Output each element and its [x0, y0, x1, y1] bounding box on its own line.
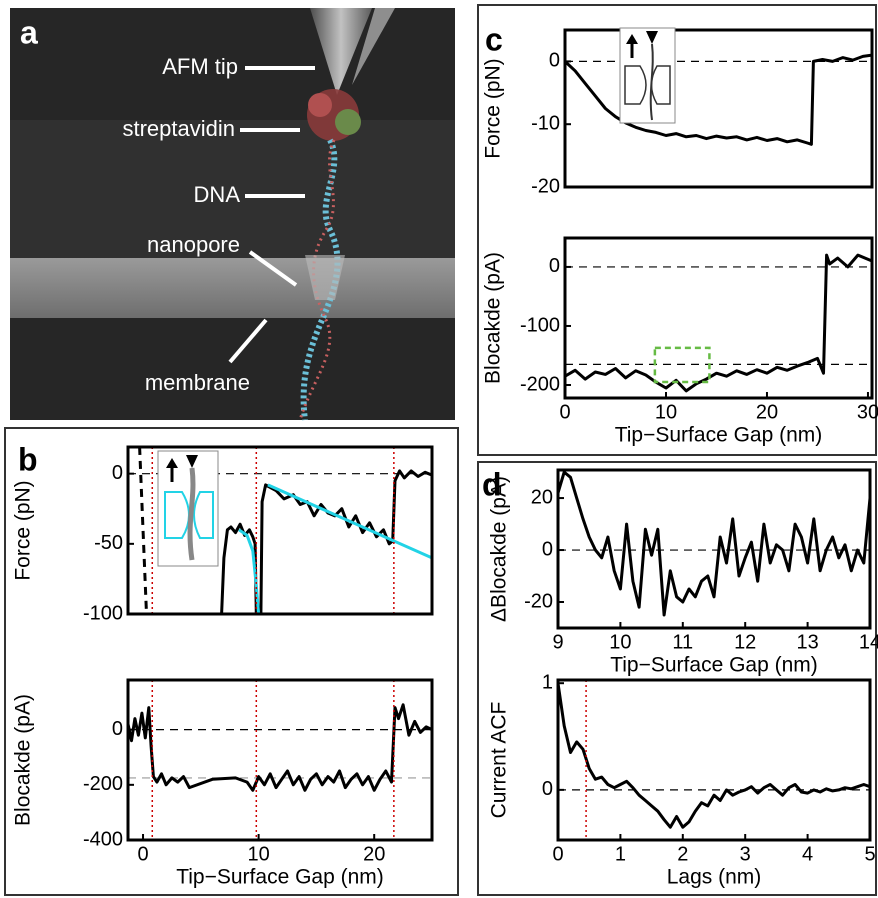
- data-line: [558, 470, 870, 617]
- panel-label: c: [485, 21, 503, 57]
- data-line: [267, 483, 432, 560]
- y-axis-label: Force (pN): [12, 480, 35, 580]
- x-axis-label: Tip−Surface Gap (nm): [176, 866, 384, 889]
- y-tick-label: 20: [531, 486, 553, 508]
- x-tick-label: 4: [802, 843, 813, 865]
- inset: [157, 450, 219, 567]
- y-tick-label: -200: [520, 373, 560, 395]
- illustration-label: streptavidin: [122, 116, 235, 141]
- y-tick-label: 0: [112, 462, 123, 484]
- x-tick-label: 0: [559, 401, 570, 423]
- axes-frame: [126, 445, 434, 616]
- y-tick-label: 1: [542, 671, 553, 693]
- x-axis-label: Tip−Surface Gap (nm): [610, 654, 818, 677]
- y-tick-label: 0: [549, 255, 560, 277]
- x-tick-label: 5: [864, 843, 875, 865]
- plot-area: [565, 53, 872, 146]
- y-tick-label: -200: [83, 773, 123, 795]
- x-tick-label: 10: [609, 631, 631, 653]
- axes-frame: [556, 678, 872, 842]
- panel-frame: [477, 4, 877, 456]
- y-tick-label: -100: [520, 314, 560, 336]
- plot-area: [565, 253, 872, 393]
- panel-frame: [477, 461, 877, 896]
- y-tick-label: -10: [531, 112, 560, 134]
- chart: -100 -50 0 Force (pN): [12, 445, 434, 624]
- data-line: [565, 253, 872, 393]
- y-axis-label: Current ACF: [488, 702, 511, 819]
- x-tick-label: 0: [137, 843, 148, 865]
- plot-area: [558, 682, 870, 829]
- panel-label: b: [18, 441, 38, 477]
- x-tick-label: 11: [672, 631, 693, 653]
- panel-label: a: [20, 14, 38, 50]
- illustration-label: nanopore: [147, 232, 240, 257]
- chart: 0 1 0 1 2 3 4 5 Lags (nm) Current ACF: [488, 671, 876, 888]
- y-tick-label: 0: [542, 778, 553, 800]
- x-tick-label: 13: [796, 631, 818, 653]
- panel-label: d: [482, 466, 502, 502]
- x-tick-label: 20: [756, 401, 778, 423]
- axes-frame: [556, 468, 872, 630]
- data-line: [238, 528, 261, 614]
- x-axis-label: Tip−Surface Gap (nm): [615, 424, 823, 447]
- illustration: [10, 8, 455, 421]
- plot-area: [558, 470, 870, 617]
- axes-frame: [563, 28, 874, 189]
- axes-frame: [126, 678, 434, 842]
- y-tick-label: -20: [531, 175, 560, 197]
- data-line: [565, 53, 872, 146]
- axes-frame: [563, 236, 874, 400]
- x-tick-label: 30: [857, 401, 878, 423]
- plot-area: [128, 447, 432, 614]
- y-tick-label: -20: [524, 590, 553, 612]
- chart: -20 -10 0 Force (pN): [482, 28, 874, 197]
- x-tick-label: 12: [734, 631, 756, 653]
- y-axis-label: ΔBlocakde (pA): [488, 476, 511, 622]
- y-tick-label: 0: [549, 50, 560, 72]
- y-tick-label: -50: [94, 532, 123, 554]
- chart: -20 0 20 9 10 11 12 13 14 Tip−Surface Gap (nm) ΔBl…: [488, 468, 878, 677]
- data-line: [138, 447, 148, 614]
- y-axis-label: Blocakde (pA): [12, 694, 35, 826]
- y-tick-label: 0: [542, 538, 553, 560]
- x-tick-label: 10: [247, 843, 269, 865]
- y-axis-label: Force (pN): [482, 58, 505, 158]
- highlight-box: [653, 346, 711, 384]
- illustration-label: DNA: [194, 182, 241, 207]
- y-axis-label: Blocakde (pA): [482, 252, 505, 384]
- x-tick-label: 1: [615, 843, 626, 865]
- y-tick-label: -100: [83, 602, 123, 624]
- illustration-label: AFM tip: [162, 54, 238, 79]
- x-tick-label: 2: [677, 843, 688, 865]
- y-tick-label: -400: [83, 828, 123, 850]
- x-tick-label: 10: [655, 401, 677, 423]
- plot-area: [128, 703, 432, 792]
- inset: [619, 27, 676, 124]
- y-tick-label: 0: [112, 718, 123, 740]
- chart: -200 -100 0 0 10 20 30 Tip−Surface Gap (nm) Bloc…: [482, 236, 878, 447]
- x-axis-label: Lags (nm): [667, 866, 762, 889]
- x-tick-label: 3: [740, 843, 751, 865]
- illustration-label: membrane: [145, 370, 250, 395]
- panel-frame: [4, 427, 459, 896]
- data-line: [558, 682, 870, 829]
- data-line: [128, 703, 432, 792]
- x-tick-label: 9: [552, 631, 563, 653]
- x-tick-label: 14: [859, 631, 878, 653]
- x-tick-label: 20: [363, 843, 385, 865]
- x-tick-label: 0: [552, 843, 563, 865]
